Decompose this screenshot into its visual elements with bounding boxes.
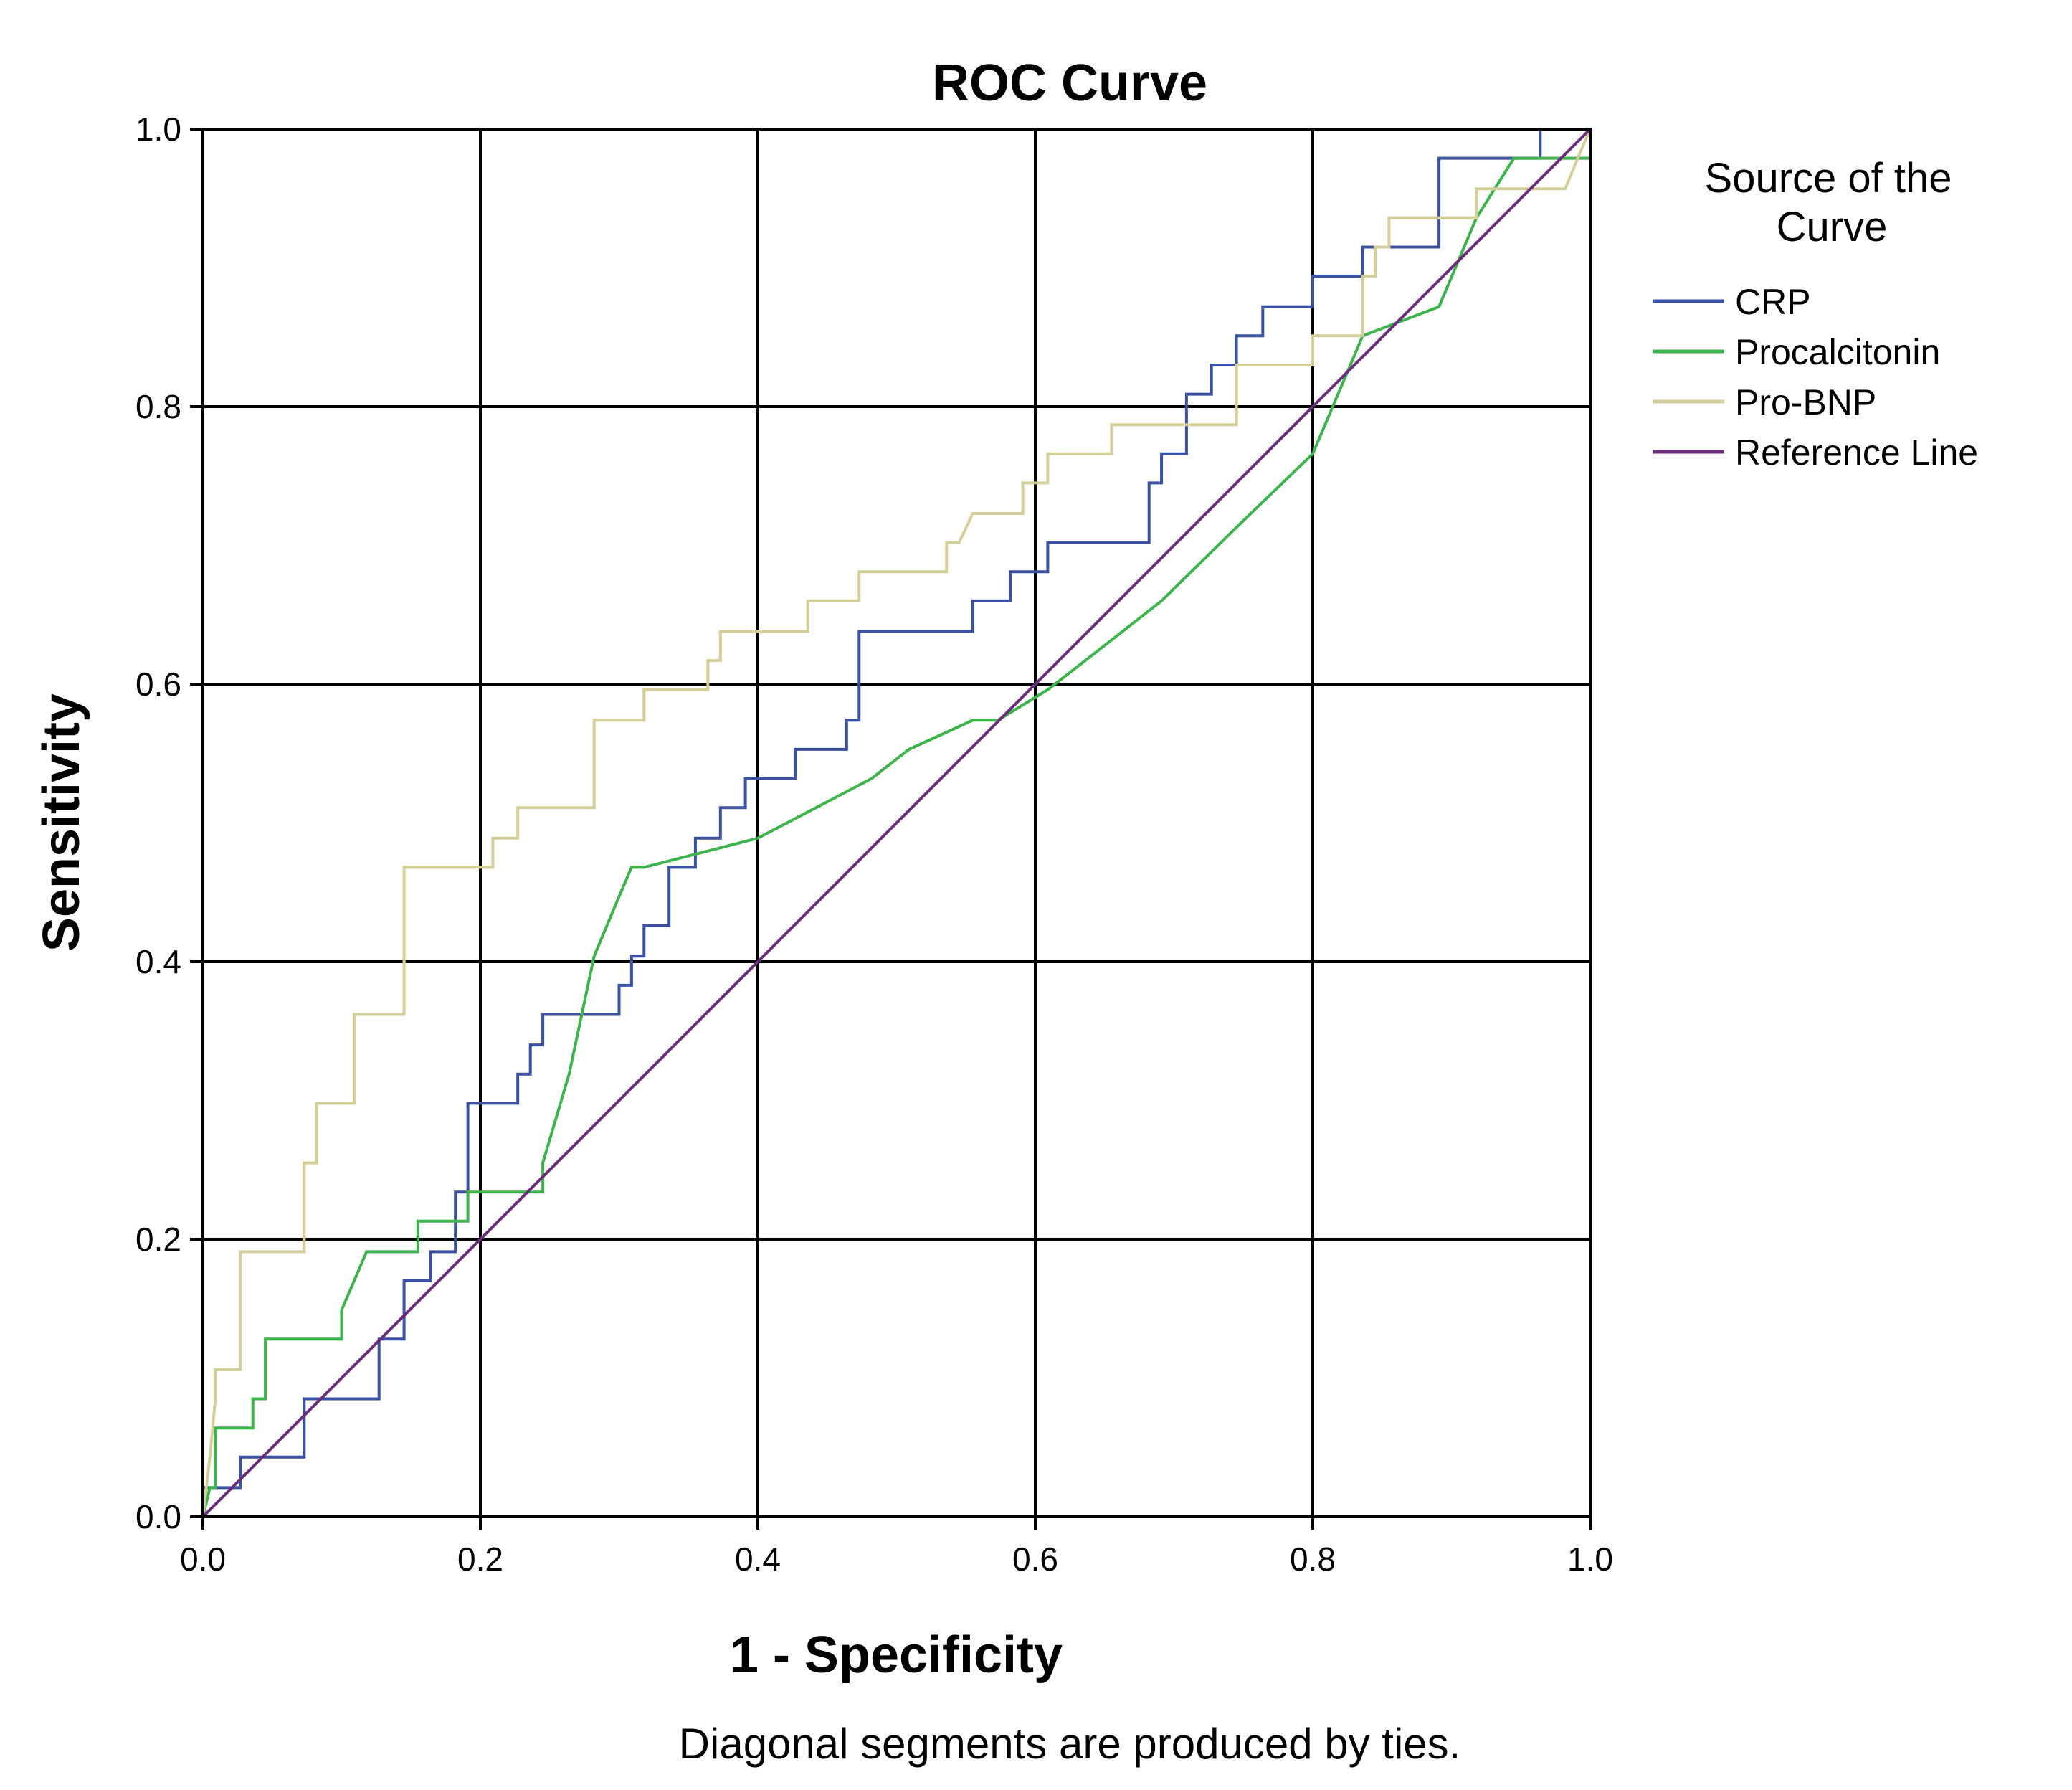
legend-title-line2: Curve: [1777, 204, 1888, 250]
x-tick-label: 0.4: [735, 1540, 781, 1578]
plot-frame: [201, 128, 1592, 1518]
legend-label: Procalcitonin: [1735, 332, 1940, 372]
x-tick-label: 0.8: [1290, 1540, 1336, 1578]
axis-ticks: 0.0 0.2 0.4 0.6 0.8 1.0 0.0 0.2 0.4 0.6 0.8 1.0: [136, 110, 1613, 1578]
legend-title: Source of the: [1705, 155, 1952, 202]
series-line-procalcitonin: [201, 156, 1590, 1517]
legend-items: CRP Procalcitonin Pro-BNP Reference Line: [1653, 282, 1978, 473]
x-tick-label: 0.2: [457, 1540, 503, 1578]
x-tick-label: 0.6: [1012, 1540, 1058, 1578]
y-tick-label: 1.0: [136, 110, 181, 148]
y-axis-title: Sensitivity: [33, 693, 90, 952]
y-tick-label: 0.2: [136, 1221, 181, 1258]
chart-title: ROC Curve: [932, 55, 1207, 112]
legend-label: CRP: [1735, 282, 1811, 322]
legend: Source of the Curve CRP Procalcitonin Pro-…: [1653, 155, 1978, 473]
y-tick-label: 0.8: [136, 388, 181, 425]
x-axis-title: 1 - Specificity: [730, 1626, 1063, 1684]
x-tick-label: 0.0: [180, 1540, 226, 1578]
y-tick-label: 0.4: [136, 943, 181, 980]
legend-label: Reference Line: [1735, 432, 1978, 473]
y-tick-label: 0.6: [136, 666, 181, 703]
series-layer: [201, 128, 1592, 1518]
series-line-pro-bnp: [201, 128, 1592, 1517]
series-line-reference-line: [201, 128, 1592, 1518]
series-line-crp: [201, 128, 1590, 1517]
legend-label: Pro-BNP: [1735, 382, 1876, 422]
footnote: Diagonal segments are produced by ties.: [679, 1720, 1461, 1768]
y-tick-label: 0.0: [136, 1498, 181, 1535]
x-tick-label: 1.0: [1567, 1540, 1613, 1578]
